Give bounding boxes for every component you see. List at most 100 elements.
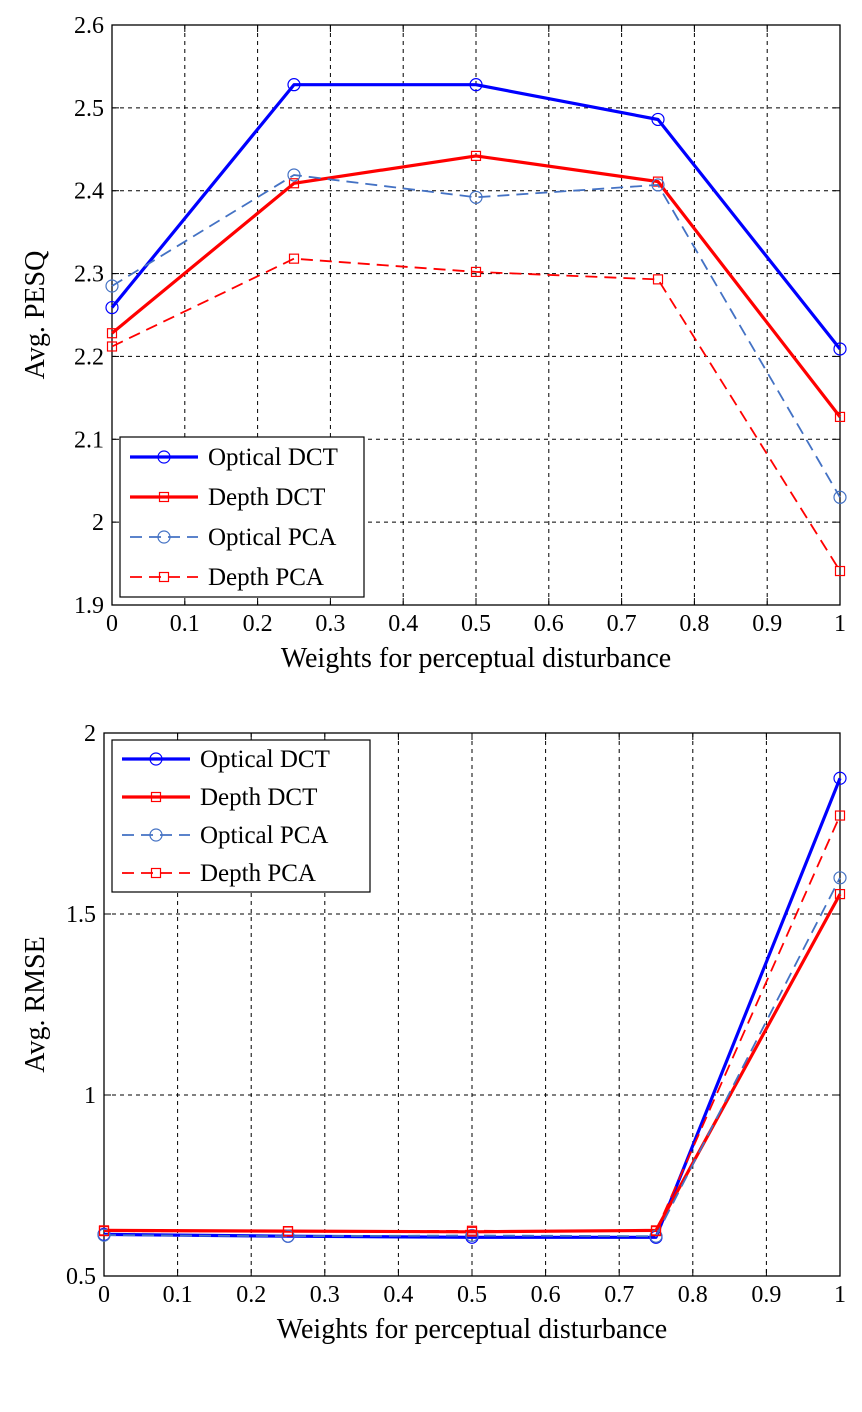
data-point-depth-pca xyxy=(834,565,846,577)
legend-marker-optical-dct xyxy=(149,752,163,766)
legend: Optical DCT Depth DCT Optical PCA Depth PCA xyxy=(111,739,371,893)
y-tick-label: 0.5 xyxy=(66,1264,96,1290)
legend-label-optical-dct: Optical DCT xyxy=(208,444,338,471)
x-tick-label: 0 xyxy=(106,611,118,637)
x-tick-label: 0.2 xyxy=(243,611,273,637)
legend-label-optical-pca: Optical PCA xyxy=(208,524,336,551)
data-point-depth-pca xyxy=(466,1225,478,1236)
data-point-optical-dct xyxy=(469,78,483,92)
series-line-depth-pca xyxy=(111,257,841,572)
y-tick-label: 1.9 xyxy=(74,593,104,619)
y-tick-label: 2 xyxy=(84,721,96,747)
data-point-depth-dct xyxy=(288,178,300,189)
x-axis-label: Weights for perceptual disturbance xyxy=(281,643,671,674)
series-line-depth-dct xyxy=(110,154,842,418)
legend-label-optical-dct: Optical DCT xyxy=(200,746,330,773)
series-line-optical-pca xyxy=(111,174,841,498)
data-point-depth-dct xyxy=(470,150,482,162)
x-tick-label: 0.4 xyxy=(388,611,418,637)
y-tick-label: 2 xyxy=(92,510,104,536)
rmse-chart: 0 0.1 0.2 0.3 0.4 0.5 0.6 0.7 0.8 0.9 1 0.5 1 1.5 2 Wei… xyxy=(20,721,847,1345)
data-point-depth-pca xyxy=(282,1226,294,1237)
series-optical-pca xyxy=(105,168,847,504)
data-point-optical-dct xyxy=(833,342,847,356)
data-point-depth-dct xyxy=(834,411,846,423)
series-line-optical-dct xyxy=(110,83,842,350)
data-point-depth-pca xyxy=(650,1226,662,1237)
y-axis-label: Avg. RMSE xyxy=(20,936,51,1072)
x-tick-label: 0.7 xyxy=(607,611,637,637)
data-point-depth-dct xyxy=(106,328,118,339)
data-point-optical-pca xyxy=(465,1228,479,1243)
x-tick-label: 0.6 xyxy=(531,1282,561,1308)
legend-marker-depth-pca xyxy=(150,867,162,879)
legend-label-depth-pca: Depth PCA xyxy=(200,860,316,887)
x-tick-label: 0.5 xyxy=(457,1282,487,1308)
y-tick-label: 2.3 xyxy=(74,262,104,288)
data-point-depth-pca xyxy=(106,341,118,352)
series-depth-pca xyxy=(98,810,846,1237)
x-tick-label: 0.4 xyxy=(383,1282,413,1308)
data-point-optical-pca xyxy=(287,168,301,182)
x-tick-label: 0.9 xyxy=(751,1282,781,1308)
x-tick-label: 0.5 xyxy=(461,611,491,637)
x-tick-label: 0.3 xyxy=(310,1282,340,1308)
tick-labels: 0 0.1 0.2 0.3 0.4 0.5 0.6 0.7 0.8 0.9 1 1.9 2 2.1 2.2 2… xyxy=(74,13,846,637)
data-point-optical-dct xyxy=(105,300,119,315)
legend-marker-depth-dct xyxy=(158,491,170,503)
data-point-depth-pca xyxy=(834,810,846,821)
data-point-optical-dct xyxy=(287,78,301,92)
data-point-depth-pca xyxy=(652,274,664,285)
legend-label-depth-pca: Depth PCA xyxy=(208,564,324,591)
x-tick-label: 0.6 xyxy=(534,611,564,637)
data-point-depth-pca xyxy=(470,266,482,278)
legend: Optical DCT Depth DCT Optical PCA Depth PCA xyxy=(119,436,365,598)
y-tick-label: 2.1 xyxy=(74,427,104,453)
data-point-optical-pca xyxy=(105,279,119,293)
data-point-optical-pca xyxy=(651,178,665,192)
legend-marker-optical-dct xyxy=(157,450,171,464)
legend-marker-depth-dct xyxy=(150,791,162,803)
legend-marker-optical-pca xyxy=(149,828,163,842)
y-tick-label: 2.2 xyxy=(74,344,104,370)
data-point-depth-pca xyxy=(288,253,300,264)
series-depth-dct xyxy=(106,150,846,423)
x-tick-label: 0.7 xyxy=(604,1282,634,1308)
data-point-optical-pca xyxy=(833,871,847,885)
x-tick-label: 0.1 xyxy=(163,1282,193,1308)
y-tick-label: 1 xyxy=(84,1083,96,1109)
data-point-depth-dct xyxy=(834,888,846,900)
x-tick-label: 0.1 xyxy=(170,611,200,637)
series-line-depth-pca xyxy=(103,815,841,1233)
data-point-depth-pca xyxy=(98,1226,110,1237)
data-point-optical-dct xyxy=(651,112,665,127)
axes-frame xyxy=(103,732,841,1277)
x-tick-label: 0.9 xyxy=(752,611,782,637)
data-point-optical-pca xyxy=(281,1229,295,1243)
y-tick-label: 2.4 xyxy=(74,179,104,205)
legend-marker-depth-pca xyxy=(158,571,170,583)
pesq-chart: 0 0.1 0.2 0.3 0.4 0.5 0.6 0.7 0.8 0.9 1 1.9 2 2.1 2.2 2… xyxy=(20,13,847,674)
legend-label-depth-dct: Depth DCT xyxy=(208,484,325,511)
x-tick-label: 0.8 xyxy=(679,611,709,637)
x-tick-label: 0.2 xyxy=(236,1282,266,1308)
series-depth-pca xyxy=(106,253,846,577)
legend-label-depth-dct: Depth DCT xyxy=(200,784,317,811)
x-tick-label: 0.8 xyxy=(678,1282,708,1308)
x-tick-label: 1 xyxy=(834,611,846,637)
y-tick-label: 2.5 xyxy=(74,96,104,122)
x-tick-label: 0 xyxy=(98,1282,110,1308)
data-point-optical-dct xyxy=(833,771,847,785)
y-axis-label: Avg. PESQ xyxy=(20,251,51,380)
data-point-optical-pca xyxy=(97,1228,111,1242)
y-tick-label: 1.5 xyxy=(66,902,96,928)
legend-label-optical-pca: Optical PCA xyxy=(200,822,328,849)
x-tick-label: 1 xyxy=(834,1282,846,1308)
legend-box xyxy=(119,436,365,598)
x-axis-label: Weights for perceptual disturbance xyxy=(277,1314,667,1345)
x-tick-label: 0.3 xyxy=(315,611,345,637)
y-tick-label: 2.6 xyxy=(74,13,104,39)
series-optical-dct xyxy=(105,78,847,356)
axes-frame xyxy=(111,24,841,606)
